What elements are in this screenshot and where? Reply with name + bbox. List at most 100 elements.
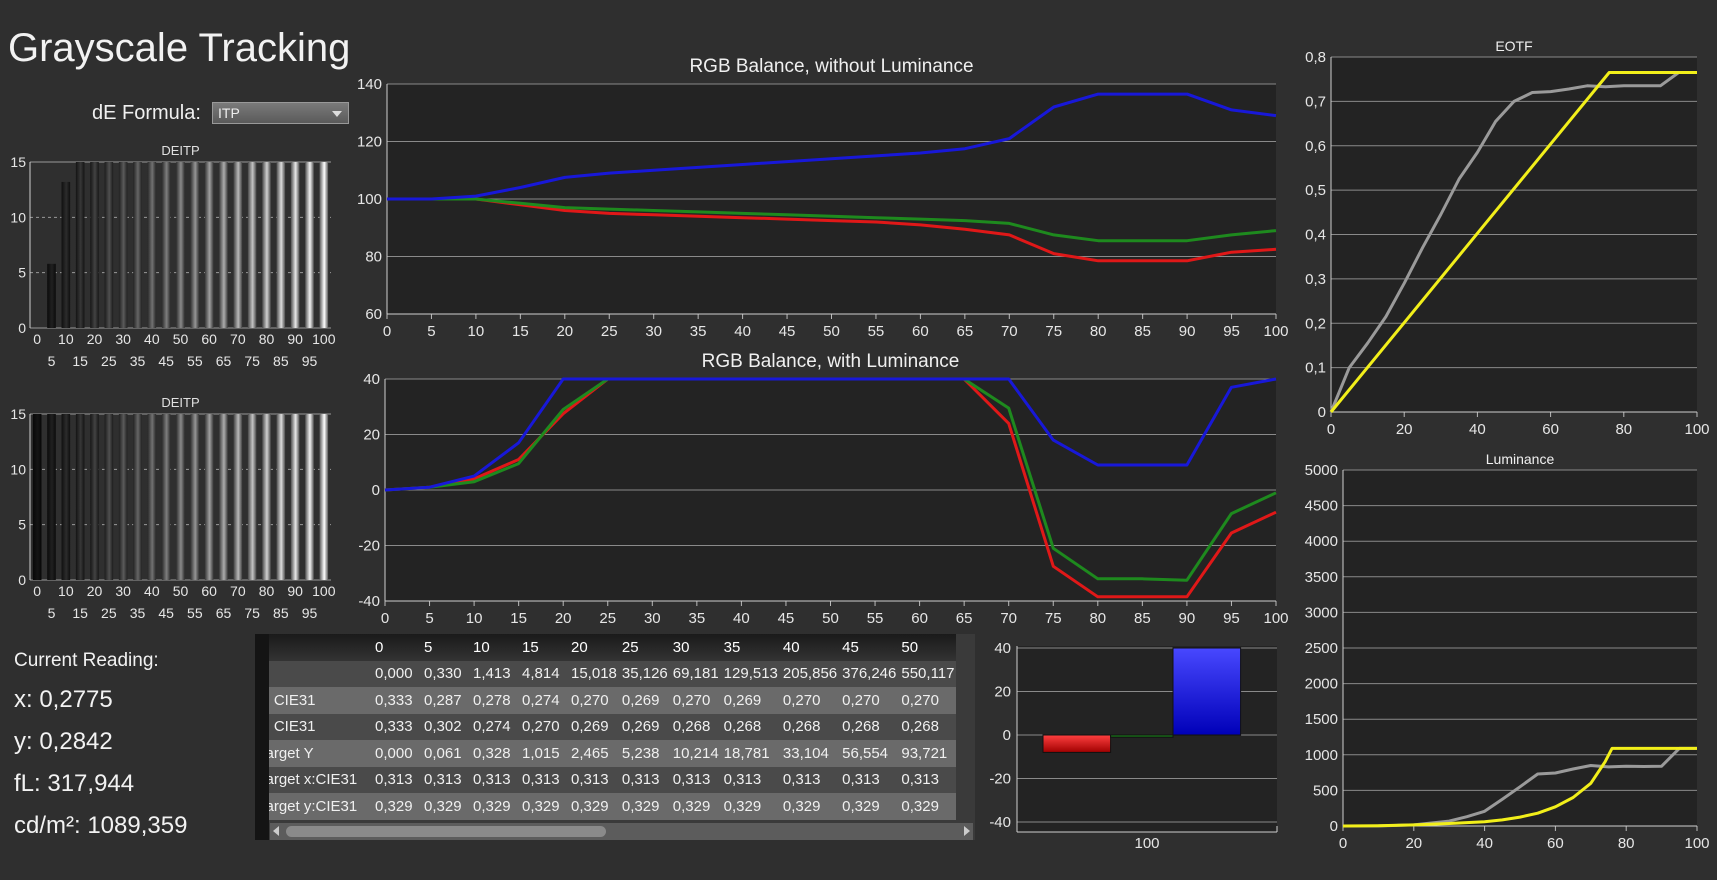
rgb_with_lum-xtick-label: 85 xyxy=(1134,610,1151,627)
rgb_with_lum-ytick-label: -20 xyxy=(358,538,380,555)
table-cell: 0,061 xyxy=(424,744,462,762)
luminance-series-yellow xyxy=(1342,746,1697,828)
table-row: Target x:CIE31 0,313 0,313 0,313 0,313 0,313 0… xyxy=(255,766,957,793)
rgb_no_lum-xtick-label: 100 xyxy=(1263,323,1288,340)
deitp_top-bar xyxy=(219,162,228,328)
rgb_with_lum-ytick-label: -40 xyxy=(358,593,380,610)
deitp_bottom-xtick-label: 30 xyxy=(115,583,131,599)
table-cell: 0,330 xyxy=(424,665,462,683)
rgb_no_lum-xtick-label: 0 xyxy=(383,323,391,340)
rgb_bar-bar-blue xyxy=(1172,647,1242,736)
table-row: Y0,000 0,330 1,413 4,814 15,01835,12669,1811… xyxy=(255,660,957,687)
table-cell: 0,313 xyxy=(424,771,462,789)
rgb_no_lum-xtick-label: 5 xyxy=(427,323,435,340)
rgb_no_lum-xtick-label: 45 xyxy=(779,323,796,340)
rgb_bar-ytick-label: 0 xyxy=(1003,727,1011,744)
table-corner-cell xyxy=(255,634,372,661)
rgb_no_lum-xtick-label: 80 xyxy=(1090,323,1107,340)
rgb_with_lum-ytick-label: 0 xyxy=(372,482,380,499)
deitp_top-bar xyxy=(90,162,99,328)
deitp_bottom-xtick-label: 0 xyxy=(33,583,41,599)
chevron-down-icon[interactable] xyxy=(332,111,342,117)
rgb_no_lum-xtick-label: 30 xyxy=(645,323,662,340)
deitp_top-ytick-label: 15 xyxy=(10,154,26,170)
measurement-table: 05101520253035404550Y0,0000,3301,4134,81… xyxy=(255,634,957,820)
deitp_top-xtick-label: 0 xyxy=(33,331,41,347)
deitp_top-bar xyxy=(133,162,142,328)
rgb_no_lum-xtick-label: 20 xyxy=(556,323,573,340)
rgb_with_lum-xtick-label: 35 xyxy=(689,610,706,627)
scroll-right-icon[interactable] xyxy=(964,826,970,836)
deitp_top-xtick-label: 20 xyxy=(87,331,103,347)
table-cell: 205,856 xyxy=(782,665,838,683)
rgb_no_lum-xtick-label: 35 xyxy=(690,323,707,340)
deitp_top-bar xyxy=(161,162,171,328)
rgb_no_lum-series-blue xyxy=(387,92,1277,201)
rgb_no_lum-xtick-label: 90 xyxy=(1179,323,1196,340)
table-cell: 0,270 xyxy=(571,691,609,709)
deitp_top-bar xyxy=(204,162,214,328)
table-cell: 0,268 xyxy=(723,718,762,736)
deitp_bottom-bar xyxy=(147,414,157,580)
deitp_bottom-bar xyxy=(190,414,200,580)
luminance-ytick-label: 3500 xyxy=(1305,569,1338,586)
scroll-left-icon[interactable] xyxy=(273,826,279,836)
table-cell: 0,278 xyxy=(473,691,511,709)
rgb_no_lum-xtick-label: 55 xyxy=(868,323,885,340)
table-row-header-strip xyxy=(255,634,269,840)
deitp_top-bar xyxy=(118,162,128,328)
deitp_bottom-bar xyxy=(90,414,99,580)
rgb_no_lum-series-green xyxy=(387,197,1277,243)
table-cell: 0,313 xyxy=(571,771,609,789)
table-cell: 56,554 xyxy=(842,744,889,762)
de-formula-dropdown[interactable]: ITP xyxy=(212,102,349,124)
table-cell: 0,329 xyxy=(424,797,462,815)
luminance-xtick-label: 100 xyxy=(1684,835,1709,852)
rgb_with_lum-xtick-label: 45 xyxy=(778,610,795,627)
rgb_no_lum-ytick-label: 120 xyxy=(357,134,382,151)
rgb_with_lum-xtick-label: 50 xyxy=(822,610,839,627)
deitp_bottom-bar xyxy=(104,414,114,580)
table-cell: 1,413 xyxy=(473,665,511,683)
rgb_no_lum-ytick-label: 60 xyxy=(365,306,382,323)
deitp_top-xtick-label: 85 xyxy=(273,353,289,369)
luminance-ytick-label: 4500 xyxy=(1305,498,1338,515)
current-reading-cdm2: cd/m²: 1089,359 xyxy=(14,812,188,839)
table-header-row: 0 5 10 15 20 25 30 35 40 45 50 xyxy=(255,634,957,661)
rgb_no_lum-xtick-label: 75 xyxy=(1045,323,1062,340)
table-cell: 0,313 xyxy=(621,771,660,789)
table-cell: 10,214 xyxy=(672,744,719,762)
deitp_bottom-xtick-label: 100 xyxy=(312,583,336,599)
rgb_with_lum-xtick-label: 55 xyxy=(867,610,884,627)
luminance-xtick-label: 60 xyxy=(1547,835,1564,852)
table-cell: 0,270 xyxy=(782,691,821,709)
table-cell: 129,513 xyxy=(723,665,778,683)
rgb_bar-ytick-label: -20 xyxy=(989,771,1011,788)
table-cell: 0,313 xyxy=(723,771,762,789)
deitp_top-bar xyxy=(247,162,257,328)
measurement-table-container[interactable]: 05101520253035404550Y0,0000,3301,4134,81… xyxy=(255,634,975,840)
rgb_no_lum-xtick-label: 60 xyxy=(912,323,929,340)
deitp_bottom-xtick-label: 60 xyxy=(201,583,217,599)
deitp_top-xtick-label: 55 xyxy=(187,353,203,369)
rgb_with_lum-series-blue xyxy=(384,377,1277,492)
deitp_bottom-xtick-label: 40 xyxy=(144,583,160,599)
deitp_bottom-xtick-label: 25 xyxy=(101,605,117,621)
table-cell: 0,287 xyxy=(424,691,462,709)
deitp_bottom-ytick-label: 0 xyxy=(18,572,26,588)
table-cell: 0,274 xyxy=(473,718,511,736)
deitp_bottom-xtick-label: 95 xyxy=(302,605,318,621)
deitp_bottom-xtick-label: 35 xyxy=(130,605,146,621)
eotf-ytick-label: 0,4 xyxy=(1305,227,1326,244)
luminance-ytick-label: 5000 xyxy=(1305,462,1338,479)
eotf-ytick-label: 0,2 xyxy=(1305,315,1326,332)
table-cell: 376,246 xyxy=(842,665,897,683)
deitp_bottom-bar xyxy=(118,414,128,580)
table-column-header: 35 xyxy=(723,638,741,656)
table-cell: 0,313 xyxy=(842,771,880,789)
table-cell: 93,721 xyxy=(901,744,948,762)
deitp_bottom-bar xyxy=(247,414,257,580)
deitp_bottom-xtick-label: 55 xyxy=(187,605,203,621)
table-scroll-thumb[interactable] xyxy=(286,826,606,837)
rgb_bar-ytick-label: 40 xyxy=(994,640,1011,657)
